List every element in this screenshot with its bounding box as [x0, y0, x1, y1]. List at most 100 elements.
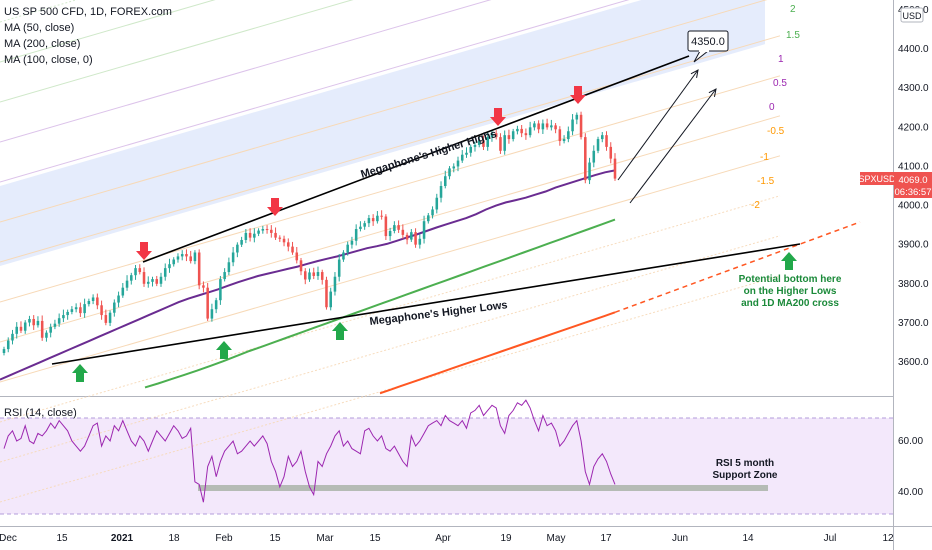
candle-body — [579, 114, 583, 138]
candle-body — [223, 272, 226, 280]
candle-body — [571, 119, 574, 132]
candle — [528, 121, 532, 138]
candle — [388, 227, 392, 241]
candle-body — [6, 340, 10, 350]
price-tick-3: 4200.0 — [898, 122, 929, 133]
candle-body — [486, 137, 489, 147]
candle — [422, 215, 426, 244]
candle — [380, 210, 383, 220]
candle — [405, 232, 409, 245]
projection-arrow-upper — [617, 69, 699, 181]
candle — [460, 150, 464, 163]
candle — [257, 228, 260, 237]
time-label-15: 12 — [882, 533, 894, 544]
candle-body — [49, 326, 52, 333]
candle-body — [74, 307, 78, 310]
fib-level--3 — [0, 235, 781, 463]
candle — [49, 323, 52, 338]
time-label-10: May — [547, 533, 566, 544]
indicator-ma50[interactable]: MA (50, close) — [4, 22, 75, 34]
candle — [253, 228, 256, 243]
candle-body — [265, 229, 269, 231]
candle — [473, 141, 477, 152]
candle-body — [231, 252, 235, 263]
candle-body — [503, 135, 506, 151]
candle-body — [168, 264, 171, 269]
candle-body — [62, 315, 65, 319]
candle-body — [613, 158, 617, 179]
candle — [231, 247, 235, 267]
candle — [6, 337, 10, 353]
candle — [384, 214, 388, 240]
candle-body — [244, 232, 248, 240]
candle — [571, 114, 574, 136]
candle-body — [291, 246, 294, 253]
candle-body — [261, 229, 265, 231]
candle-body — [189, 256, 192, 262]
candle — [541, 119, 545, 134]
candle — [32, 315, 35, 330]
candle-body — [193, 252, 197, 262]
rsi-legend[interactable]: RSI (14, close) — [4, 407, 77, 419]
candle — [210, 303, 214, 322]
candle-body — [287, 242, 290, 247]
candle — [45, 330, 48, 342]
candle-body — [520, 128, 523, 134]
up-arrow-dec — [72, 364, 88, 382]
currency-badge-box[interactable] — [900, 7, 924, 23]
candle — [303, 268, 307, 285]
candle — [418, 234, 422, 249]
rsi-support-band — [0, 418, 893, 514]
candle-body — [537, 123, 540, 130]
candle — [325, 276, 328, 310]
candle-body — [592, 150, 596, 163]
candle — [151, 276, 154, 287]
candle-body — [405, 234, 409, 240]
indicator-ma200[interactable]: MA (200, close) — [4, 38, 81, 50]
candle — [465, 147, 468, 158]
last-price-bg — [894, 172, 932, 198]
candle — [53, 319, 57, 330]
candle — [320, 269, 324, 285]
currency-badge: USD — [902, 11, 922, 21]
fib-level--0p5 — [0, 35, 781, 263]
candle-body — [550, 125, 553, 128]
candle-body — [79, 307, 82, 314]
candle — [66, 309, 69, 320]
candle-body — [524, 133, 528, 136]
rsi-tick-0: 60.00 — [898, 436, 923, 447]
up-arrow-mar — [332, 322, 348, 340]
indicator-ma100[interactable]: MA (100, close, 0) — [4, 54, 93, 66]
candle — [176, 253, 180, 263]
candle — [83, 298, 86, 318]
candle-body — [605, 135, 608, 147]
candle — [363, 220, 366, 230]
candle-body — [202, 285, 205, 288]
candle — [537, 120, 540, 134]
candle-body — [554, 125, 557, 130]
candle — [193, 250, 197, 265]
candle — [359, 221, 362, 232]
candle — [11, 329, 14, 345]
candles-layer — [2, 111, 617, 356]
candle-body — [384, 216, 388, 237]
time-label-4: Feb — [215, 533, 233, 544]
target-callout[interactable]: 4350.0 — [687, 30, 729, 63]
symbol-line[interactable]: US SP 500 CFD, 1D, FOREX.com — [4, 6, 172, 18]
time-label-8: Apr — [435, 533, 451, 544]
candle — [494, 130, 498, 140]
candle — [448, 166, 451, 180]
candle — [274, 227, 277, 240]
candle-body — [28, 318, 31, 323]
candle — [533, 121, 536, 131]
candle — [185, 249, 188, 262]
candle — [584, 133, 587, 184]
candle-body — [197, 252, 201, 286]
candle-body — [516, 128, 519, 132]
time-label-7: 15 — [369, 533, 381, 544]
candle-body — [367, 218, 371, 224]
projection-arrow-lower — [629, 88, 717, 204]
candle — [516, 125, 519, 135]
candle — [104, 309, 108, 326]
